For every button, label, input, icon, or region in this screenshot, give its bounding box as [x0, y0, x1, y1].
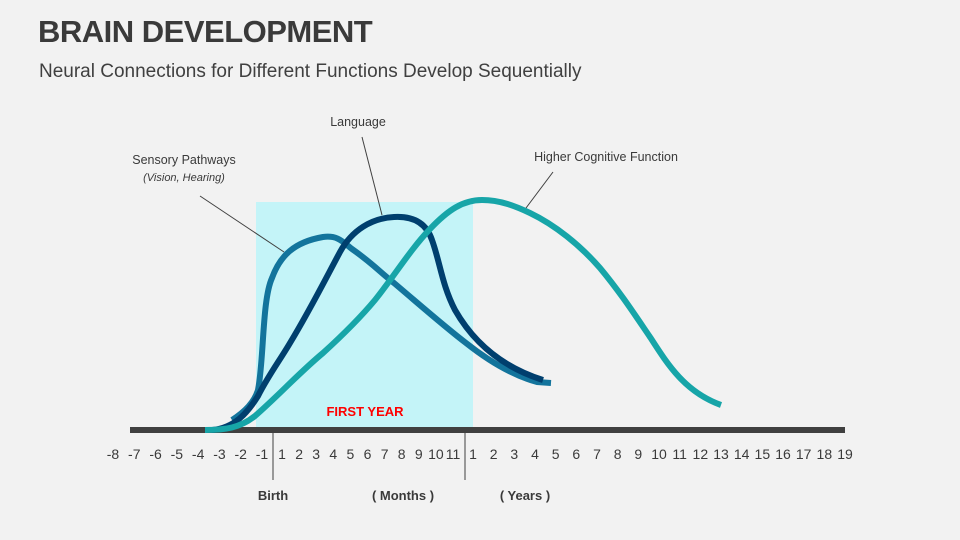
- month-tick-label: 11: [446, 446, 461, 462]
- year-tick-label: 10: [651, 446, 667, 462]
- prenatal-tick-label: -1: [256, 446, 269, 462]
- year-tick-label: 19: [837, 446, 853, 462]
- month-tick-label: 6: [364, 446, 372, 462]
- language-label: Language: [330, 115, 386, 129]
- year-tick-label: 17: [796, 446, 812, 462]
- birth-label: Birth: [258, 488, 288, 503]
- year-tick-label: 2: [490, 446, 498, 462]
- sensory-sublabel: (Vision, Hearing): [143, 172, 225, 184]
- month-tick-label: 1: [278, 446, 286, 462]
- year-tick-label: 14: [734, 446, 750, 462]
- slide-subtitle: Neural Connections for Different Functio…: [39, 61, 582, 82]
- month-tick-label: 4: [329, 446, 337, 462]
- language-leader-line: [361, 136, 383, 216]
- prenatal-tick-label: -3: [213, 446, 226, 462]
- year-tick-label: 9: [634, 446, 642, 462]
- slide-title: BRAIN DEVELOPMENT: [38, 14, 373, 49]
- month-tick-label: 10: [428, 446, 444, 462]
- year-tick-label: 13: [713, 446, 729, 462]
- higher-cognitive-function-curve: [204, 196, 723, 433]
- higher-leader-line: [525, 171, 554, 209]
- month-tick-label: 5: [347, 446, 355, 462]
- year-tick-label: 6: [572, 446, 580, 462]
- prenatal-tick-label: -2: [234, 446, 247, 462]
- year-tick-label: 4: [531, 446, 539, 462]
- prenatal-tick-label: -4: [192, 446, 205, 462]
- prenatal-tick-label: -7: [128, 446, 141, 462]
- months-label: ( Months ): [372, 488, 434, 503]
- language-curve: [211, 213, 544, 433]
- year-tick-label: 16: [775, 446, 791, 462]
- year-tick-label: 3: [510, 446, 518, 462]
- years-label: ( Years ): [500, 488, 550, 503]
- year-tick-label: 15: [755, 446, 771, 462]
- year-tick-label: 8: [614, 446, 622, 462]
- year-tick-label: 18: [817, 446, 833, 462]
- prenatal-tick-label: -6: [149, 446, 162, 462]
- year-tick-label: 1: [469, 446, 477, 462]
- year-tick-label: 7: [593, 446, 601, 462]
- prenatal-tick-label: -5: [171, 446, 184, 462]
- axis-tick-labels: -8 -7 -6 -5 -4 -3 -2 -1 1 2 3 4 5 6 7 8 9 10 11 1 2 3 4 5 6 7 8 9 10…: [107, 446, 853, 462]
- sensory-leader-line: [199, 195, 285, 253]
- year-tick-label: 5: [552, 446, 560, 462]
- month-tick-label: 8: [398, 446, 406, 462]
- first-year-label: FIRST YEAR: [326, 404, 404, 419]
- month-tick-label: 2: [295, 446, 303, 462]
- year-tick-label: 11: [672, 446, 687, 462]
- month-tick-label: 9: [415, 446, 423, 462]
- year-tick-label: 12: [693, 446, 709, 462]
- month-tick-label: 3: [312, 446, 320, 462]
- sensory-pathways-curve: [230, 233, 552, 423]
- month-tick-label: 7: [381, 446, 389, 462]
- higher-label: Higher Cognitive Function: [534, 150, 678, 164]
- sensory-label: Sensory Pathways: [132, 153, 236, 167]
- prenatal-tick-label: -8: [107, 446, 120, 462]
